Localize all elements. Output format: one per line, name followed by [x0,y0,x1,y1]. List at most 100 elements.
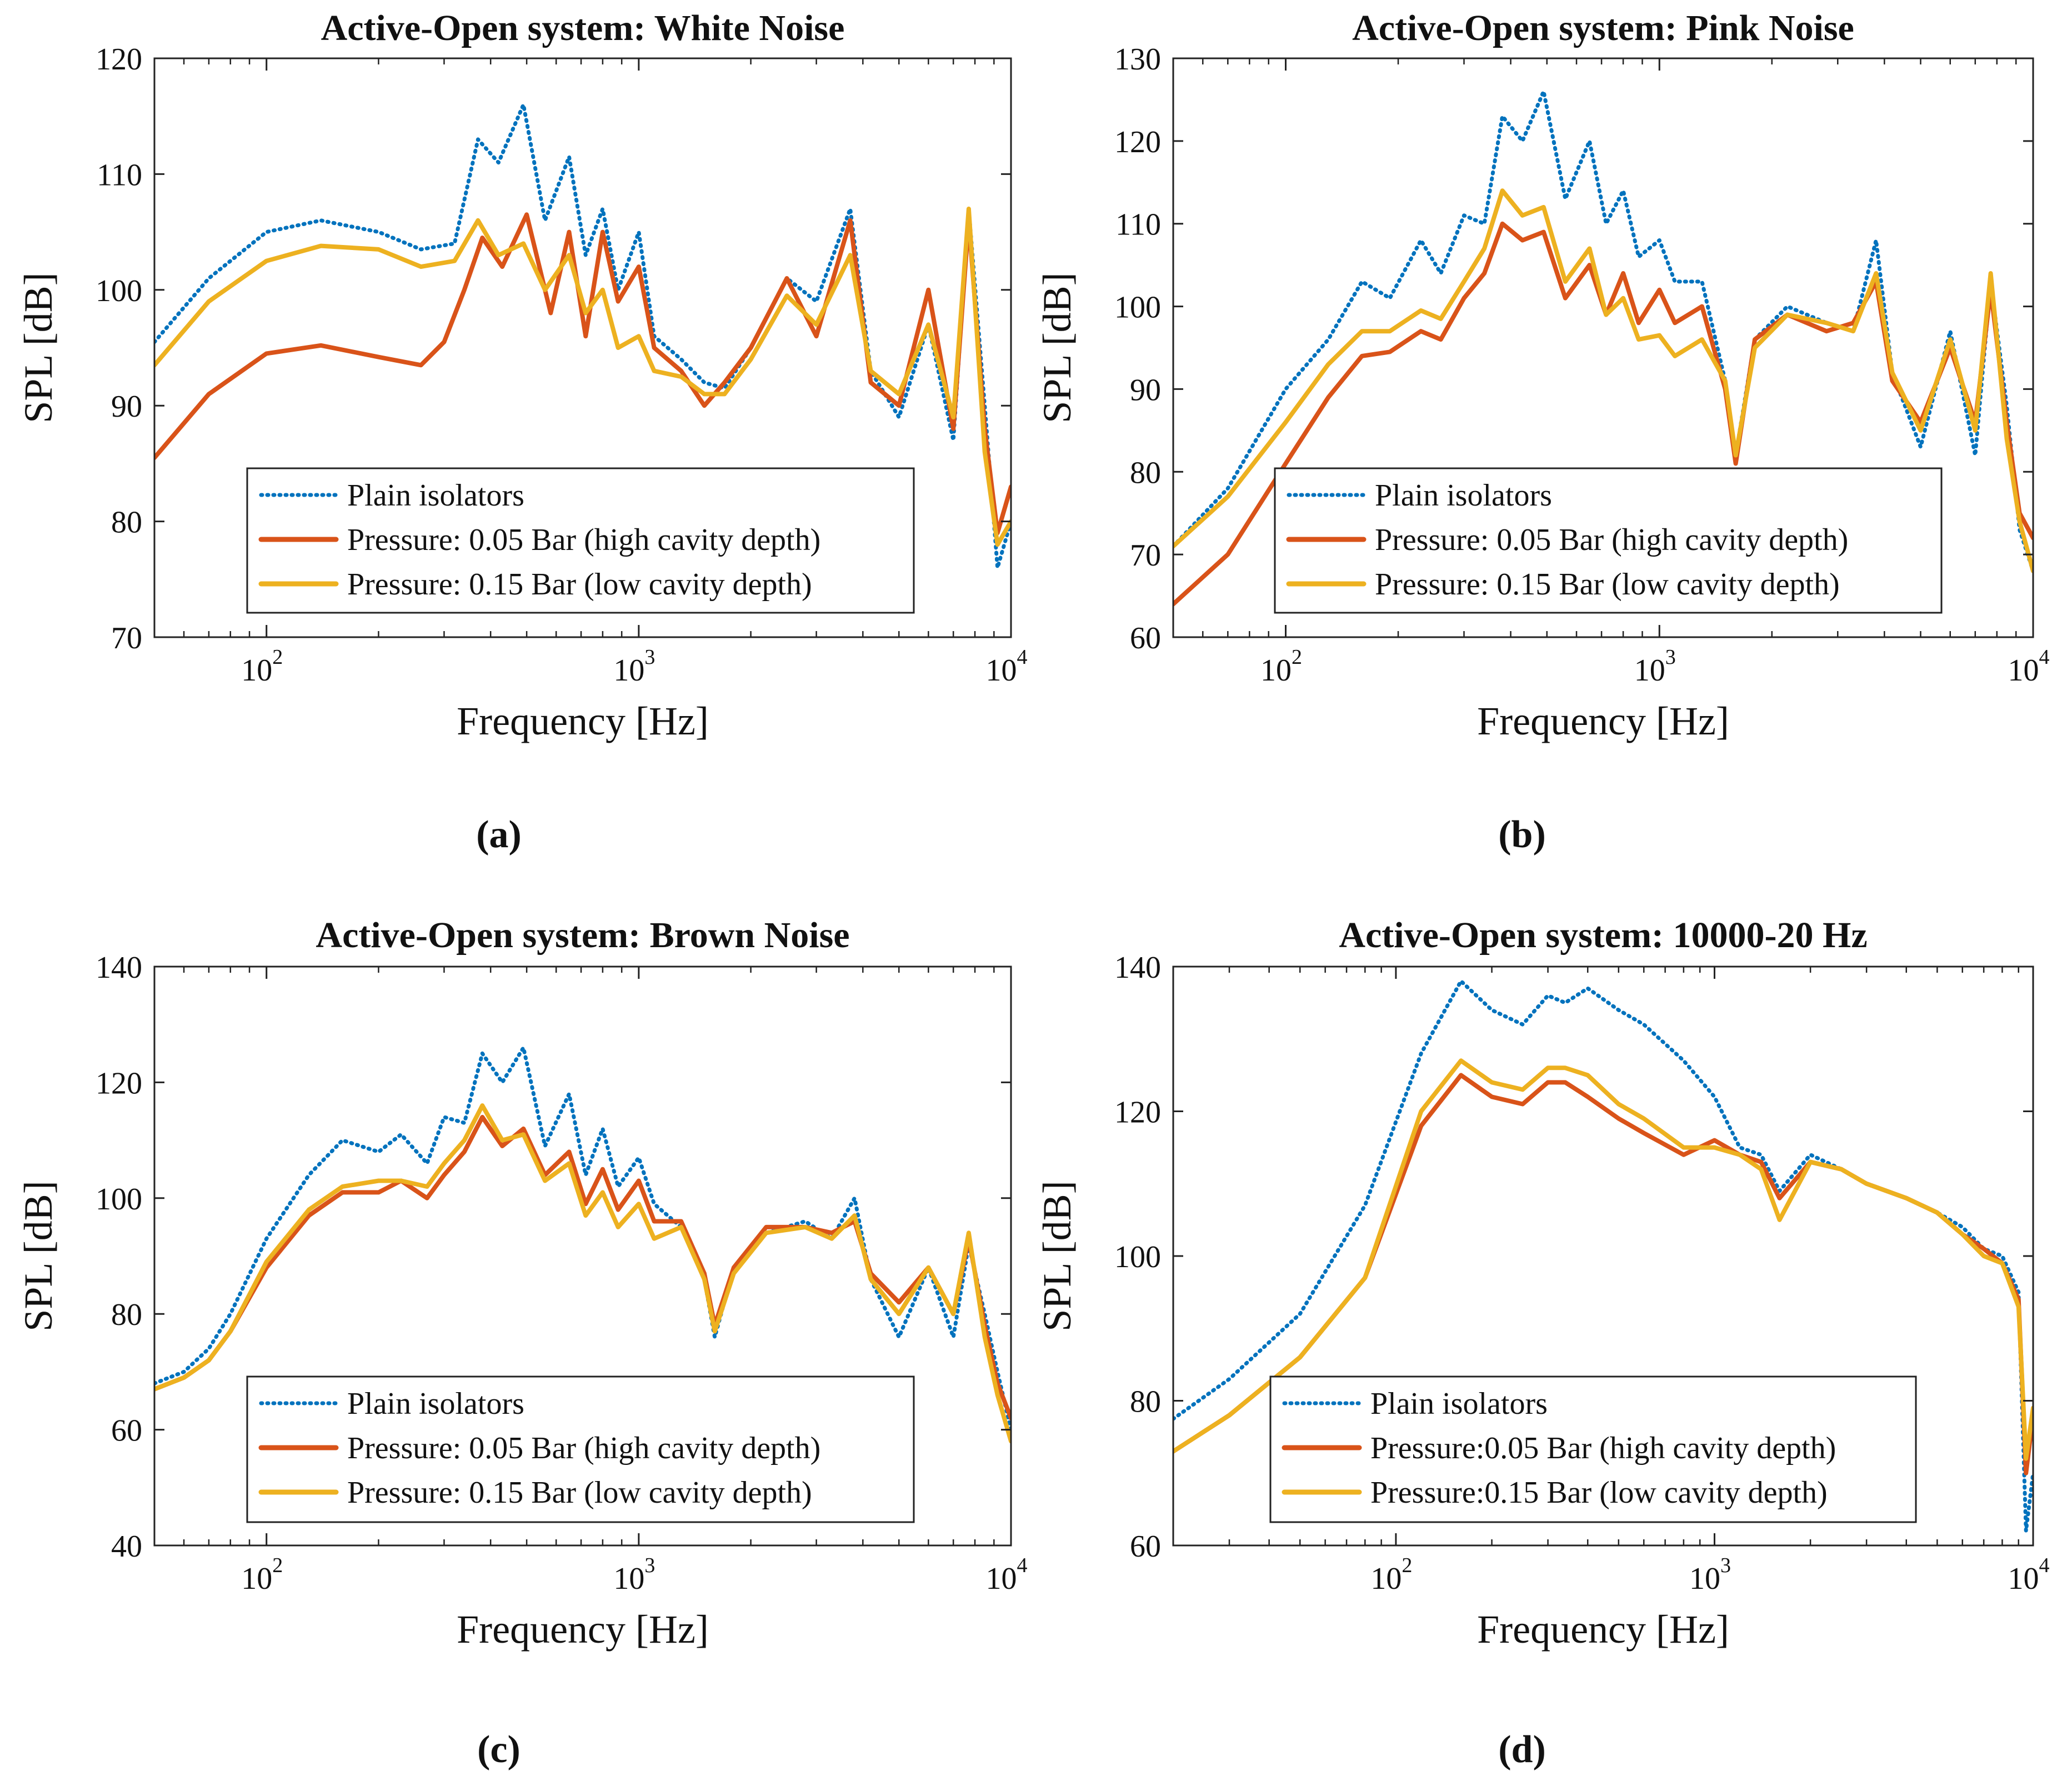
y-tick-label: 120 [1114,1095,1161,1130]
y-tick-label: 120 [1114,125,1161,159]
y-tick-label: 70 [111,621,142,656]
x-tick-exponent: 4 [2039,646,2050,669]
x-tick-label: 103 [613,646,655,688]
legend-label-2: Pressure:0.05 Bar (high cavity depth) [1370,1431,1836,1465]
y-tick-label: 70 [1130,538,1161,573]
legend-label-2: Pressure: 0.05 Bar (high cavity depth) [347,523,820,557]
legend: Plain isolators Pressure: 0.05 Bar (high … [1274,467,1943,614]
y-axis-label: SPL [dB] [1035,272,1079,423]
caption-a: (a) [476,813,522,856]
y-tick-label: 140 [1114,950,1161,985]
x-tick-exponent: 3 [1665,646,1676,669]
y-tick-label: 140 [96,950,142,985]
x-tick-label: 104 [2008,646,2050,688]
series-group [1173,979,2033,1533]
x-tick-label: 102 [1260,646,1302,688]
y-tick-label: 120 [96,42,142,77]
x-tick-label: 103 [613,1554,655,1596]
legend-label-2: Pressure: 0.05 Bar (high cavity depth) [347,1431,820,1465]
y-tick-label: 110 [97,158,142,192]
x-tick-exponent: 2 [272,646,283,669]
axes-box [153,965,1012,1547]
y-tick-label: 100 [96,274,142,308]
legend-label-1: Plain isolators [347,1387,524,1421]
y-tick-label: 60 [1130,621,1161,656]
legend-label-2: Pressure: 0.05 Bar (high cavity depth) [1375,523,1848,557]
series-line-3 [1173,188,2033,573]
series-line-2 [154,1114,1011,1420]
axes-box [1172,57,2034,638]
caption-b: (b) [1498,813,1546,856]
legend: Plain isolators Pressure: 0.05 Bar (high … [246,467,915,614]
x-axis-label: Frequency [Hz] [457,699,709,743]
x-tick-exponent: 4 [1017,646,1028,669]
series-line-1 [1173,89,2033,573]
chart-title: Active-Open system: White Noise [321,8,845,48]
x-tick-label: 104 [2008,1554,2050,1596]
y-tick-label: 60 [111,1414,142,1448]
x-tick-exponent: 3 [1720,1554,1731,1577]
legend-label-3: Pressure: 0.15 Bar (low cavity depth) [1375,567,1840,602]
panel-d: 60 80 100 120 140 102 103 104 Active-Open system… [1035,915,2050,1652]
y-tick-label: 100 [96,1182,142,1217]
series-line-3 [154,206,1011,547]
legend-label-3: Pressure: 0.15 Bar (low cavity depth) [347,1475,812,1510]
panel-b: 60 70 80 90 100 110 120 130 102 103 104 Active-Open… [1035,8,2050,743]
y-axis-label: SPL [dB] [16,1180,61,1331]
y-axis-label: SPL [dB] [16,272,61,423]
axes-box [153,57,1012,638]
x-tick-label: 102 [1370,1554,1412,1596]
panel-c: 40 60 80 100 120 140 102 103 104 Active-Open syst… [16,915,1028,1652]
x-axis-label: Frequency [Hz] [457,1607,709,1652]
x-tick-exponent: 4 [1017,1554,1028,1577]
series-line-3 [1173,1058,2033,1461]
y-tick-label: 110 [1115,208,1161,242]
y-tick-label: 90 [111,389,142,424]
caption-d: (d) [1498,1728,1546,1771]
x-tick-exponent: 2 [272,1554,283,1577]
y-tick-label: 100 [1114,291,1161,325]
legend-label-3: Pressure:0.15 Bar (low cavity depth) [1370,1475,1828,1510]
x-tick-exponent: 2 [1402,1554,1412,1577]
series-line-1 [1173,979,2033,1533]
series-group [154,102,1011,570]
legend-label-1: Plain isolators [1375,478,1552,513]
x-tick-label: 102 [241,646,283,688]
chart-title: Active-Open system: 10000-20 Hz [1339,915,1867,955]
y-axis-label: SPL [dB] [1035,1180,1079,1331]
legend-label-3: Pressure: 0.15 Bar (low cavity depth) [347,567,812,602]
x-tick-exponent: 3 [644,1554,655,1577]
x-axis-label: Frequency [Hz] [1477,1607,1729,1652]
series-line-3 [154,1103,1011,1444]
chart-title: Active-Open system: Pink Noise [1352,8,1854,48]
x-tick-label: 102 [241,1554,283,1596]
x-axis-label: Frequency [Hz] [1477,699,1729,743]
panel-a: 70 80 90 100 110 120 102 103 104 Active-Open syst… [16,8,1028,743]
series-line-1 [154,1045,1011,1432]
y-tick-label: 100 [1114,1240,1161,1274]
legend-label-1: Plain isolators [1370,1387,1548,1421]
y-tick-label: 90 [1130,373,1161,407]
legend-label-1: Plain isolators [347,478,524,513]
series-group [154,1045,1011,1444]
y-tick-label: 80 [1130,1385,1161,1419]
legend-box [246,467,915,614]
x-tick-exponent: 2 [1292,646,1302,669]
y-tick-label: 130 [1114,42,1161,77]
x-tick-label: 103 [1689,1554,1731,1596]
legend: Plain isolators Pressure:0.05 Bar (high c… [1269,1375,1917,1523]
legend-box [1274,467,1943,614]
caption-c: (c) [477,1728,520,1771]
series-line-1 [154,102,1011,570]
series-group [1173,89,2033,607]
legend-box [1269,1375,1917,1523]
y-tick-label: 120 [96,1066,142,1100]
y-tick-label: 60 [1130,1529,1161,1564]
y-tick-label: 40 [111,1529,142,1564]
x-tick-exponent: 4 [2039,1554,2050,1577]
legend: Plain isolators Pressure: 0.05 Bar (high … [246,1375,915,1523]
x-tick-label: 103 [1634,646,1676,688]
chart-title: Active-Open system: Brown Noise [316,915,849,955]
x-tick-exponent: 3 [644,646,655,669]
